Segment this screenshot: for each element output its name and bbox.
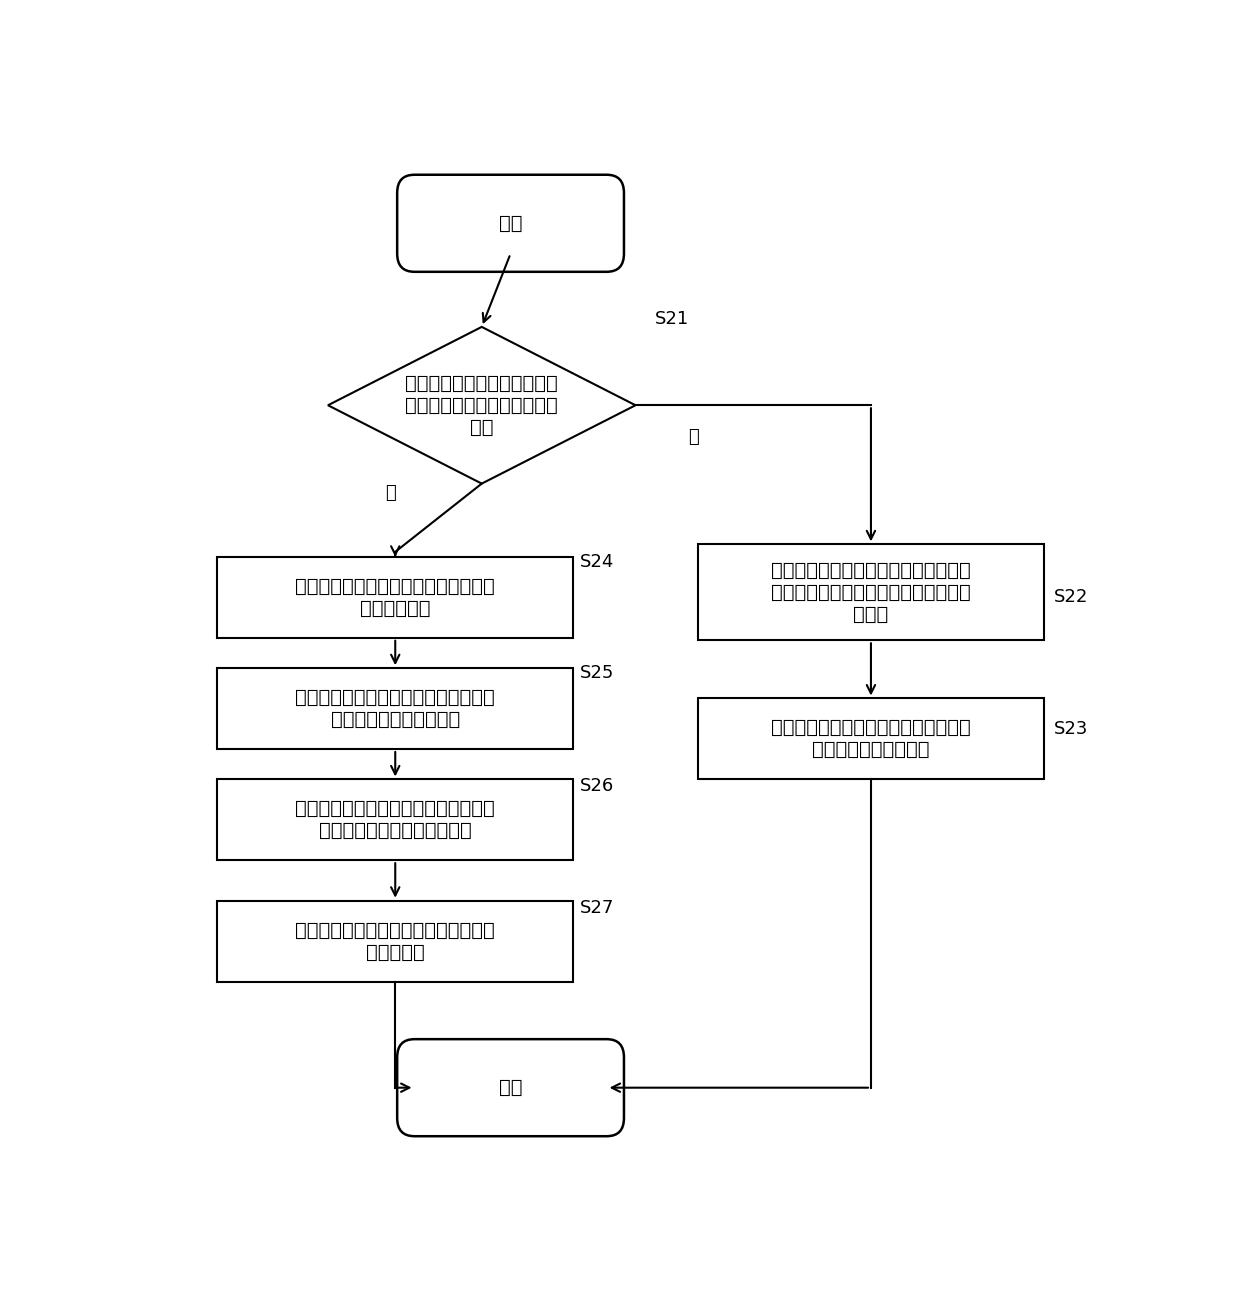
FancyBboxPatch shape xyxy=(217,780,573,860)
Text: 根据解答作业标准分别解答第二题目集
合中的题目: 根据解答作业标准分别解答第二题目集 合中的题目 xyxy=(295,920,495,961)
Text: 根据题目作业标准对劣质题目数据中的
题目进行标准化处理，以获取题目的规
范题目: 根据题目作业标准对劣质题目数据中的 题目进行标准化处理，以获取题目的规 范题目 xyxy=(771,561,971,624)
FancyBboxPatch shape xyxy=(397,175,624,272)
FancyBboxPatch shape xyxy=(217,901,573,982)
Text: 针对每条劣质题目数据，判断
劣质题目数据中是否包含多道
题目: 针对每条劣质题目数据，判断 劣质题目数据中是否包含多道 题目 xyxy=(405,374,558,437)
Text: 结束: 结束 xyxy=(498,1078,522,1098)
Text: S22: S22 xyxy=(1054,588,1087,607)
FancyBboxPatch shape xyxy=(217,668,573,748)
FancyBboxPatch shape xyxy=(217,557,573,638)
Text: 否: 否 xyxy=(688,428,698,445)
Text: 是: 是 xyxy=(386,484,396,502)
Text: 根据题目拆分标准拆分出劣质题目数据
中的多道题目: 根据题目拆分标准拆分出劣质题目数据 中的多道题目 xyxy=(295,576,495,618)
Text: S26: S26 xyxy=(580,777,614,796)
FancyBboxPatch shape xyxy=(698,545,1044,641)
FancyBboxPatch shape xyxy=(698,699,1044,780)
Text: S24: S24 xyxy=(580,553,614,571)
Text: 将拆分出的多道题目中的重复的题目删
除，以生成第一题目集合: 将拆分出的多道题目中的重复的题目删 除，以生成第一题目集合 xyxy=(295,688,495,729)
Text: 根据解答作业标准解答规范题目，以获
取规范题干的解答数据: 根据解答作业标准解答规范题目，以获 取规范题干的解答数据 xyxy=(771,718,971,759)
Text: S27: S27 xyxy=(580,898,614,916)
Text: S25: S25 xyxy=(580,664,614,683)
Text: 将第一题目集合中与题目库中相同的题
目删除，以生成第二题目集合: 将第一题目集合中与题目库中相同的题 目删除，以生成第二题目集合 xyxy=(295,800,495,840)
Text: S21: S21 xyxy=(655,310,689,328)
Text: 开始: 开始 xyxy=(498,214,522,232)
Polygon shape xyxy=(327,327,635,483)
Text: S23: S23 xyxy=(1054,720,1087,738)
FancyBboxPatch shape xyxy=(397,1039,624,1136)
